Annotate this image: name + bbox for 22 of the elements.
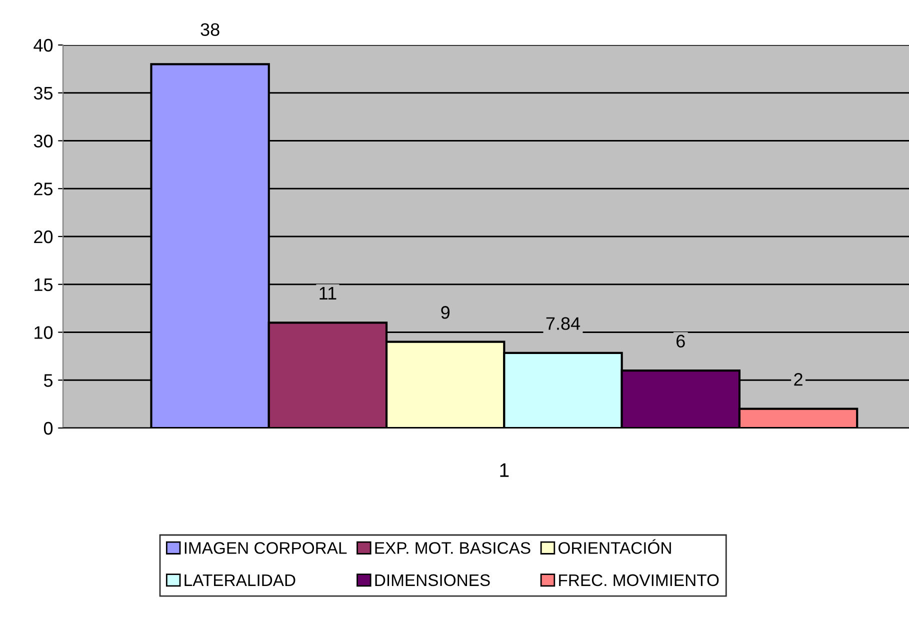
y-tick-label: 40 bbox=[34, 38, 53, 52]
y-tick-label: 30 bbox=[34, 134, 53, 148]
legend-label: FREC. MOVIMIENTO bbox=[559, 574, 719, 586]
x-tick-label: 1 bbox=[500, 463, 509, 477]
y-tick-label: 35 bbox=[34, 86, 53, 100]
legend-label: ORIENTACIÓN bbox=[558, 539, 671, 554]
y-tick-label: 20 bbox=[34, 230, 53, 244]
data-label: 11 bbox=[320, 287, 336, 300]
data-label: 6 bbox=[676, 334, 685, 348]
data-label: 2 bbox=[794, 373, 802, 386]
data-label: 9 bbox=[441, 306, 450, 319]
legend-label: DIMENSIONES bbox=[375, 574, 490, 586]
data-label: 7.84 bbox=[546, 317, 580, 330]
legend-label: IMAGEN CORPORAL bbox=[184, 542, 347, 554]
y-tick-label: 15 bbox=[34, 278, 53, 292]
y-tick-label: 0 bbox=[44, 422, 53, 435]
data-label: 38 bbox=[200, 23, 220, 36]
y-tick-label: 5 bbox=[44, 374, 53, 387]
y-tick-label: 25 bbox=[34, 182, 53, 196]
legend-label: EXP. MOT. BASICAS bbox=[375, 542, 530, 554]
legend-label: LATERALIDAD bbox=[184, 574, 296, 586]
y-tick-label: 10 bbox=[34, 326, 53, 339]
